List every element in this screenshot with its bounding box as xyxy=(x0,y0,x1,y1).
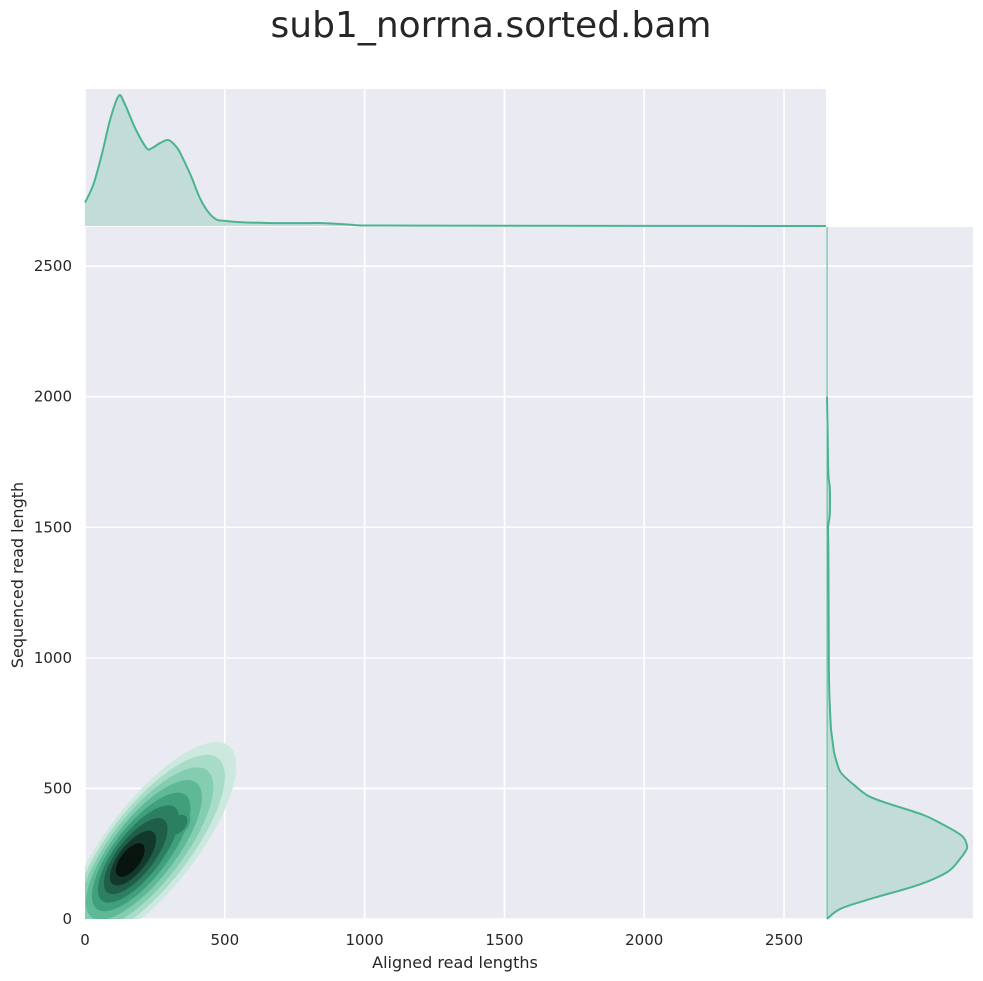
joint-secondary-lobe-6 xyxy=(167,814,188,836)
y-tick-label: 1500 xyxy=(34,518,72,536)
marginal-x-fill xyxy=(85,95,826,226)
joint-kde-contours xyxy=(85,742,237,919)
marginal-x-background xyxy=(85,89,826,226)
x-tick-label: 0 xyxy=(80,931,90,949)
y-tick-label: 2000 xyxy=(34,388,72,406)
x-tick-label: 2500 xyxy=(765,931,803,949)
marginal-x-kde xyxy=(84,94,827,227)
marginal-y-kde xyxy=(826,227,969,920)
marginal-y-line xyxy=(826,396,969,920)
x-tick-label: 2000 xyxy=(625,931,663,949)
y-axis-label: Sequenced read length xyxy=(8,482,27,668)
y-tick-label: 0 xyxy=(62,910,72,928)
y-tick-label: 1000 xyxy=(34,649,72,667)
joint-contour-level-9 xyxy=(115,843,145,877)
x-tick-labels: 0 500 1000 1500 2000 2500 xyxy=(80,931,803,949)
marginal-x-line xyxy=(84,94,827,227)
chart-title: sub1_norrna.sorted.bam xyxy=(271,5,712,46)
y-tick-label: 2500 xyxy=(34,257,72,275)
y-tick-labels: 0 500 1000 1500 2000 2500 xyxy=(34,257,72,928)
x-tick-label: 1500 xyxy=(485,931,523,949)
x-tick-label: 500 xyxy=(210,931,239,949)
x-axis-label: Aligned read lengths xyxy=(372,953,538,972)
y-tick-label: 500 xyxy=(43,779,72,797)
joint-contour-group xyxy=(85,742,237,919)
x-tick-label: 1000 xyxy=(346,931,384,949)
